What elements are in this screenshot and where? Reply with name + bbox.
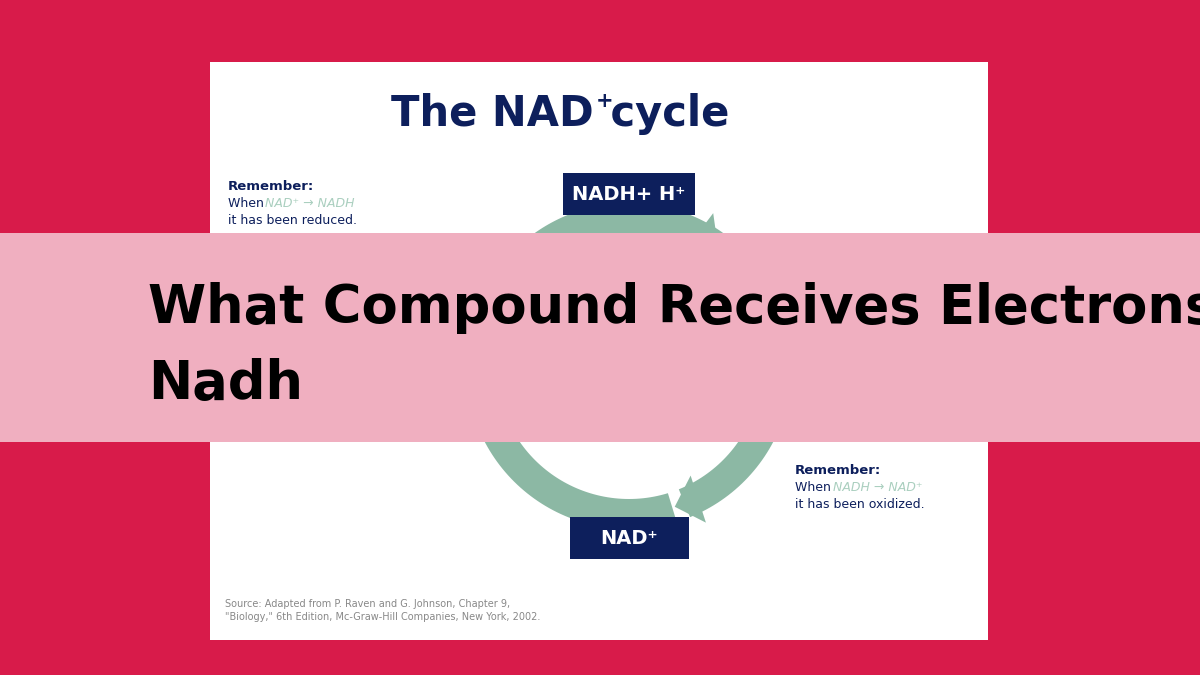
Bar [210,62,988,640]
Text: 2 e⁻ + 2 H⁺: 2 e⁻ + 2 H⁺ [796,361,869,374]
Bar [0,233,1200,442]
Polygon shape [466,324,677,529]
Text: oxidation: oxidation [796,319,859,333]
Text: When: When [796,481,835,494]
Text: The NAD: The NAD [391,93,594,135]
Text: reduction: reduction [403,374,469,388]
Text: 2 H: 2 H [821,323,842,336]
Text: Remember:: Remember: [796,464,881,477]
Text: it has been oxidized.: it has been oxidized. [796,498,925,511]
Text: it has been reduced.: it has been reduced. [228,214,358,227]
Text: What Compound Receives Electrons From: What Compound Receives Electrons From [148,282,1200,334]
Polygon shape [457,320,504,352]
Text: cycle: cycle [596,93,730,135]
Text: 2 H: 2 H [264,376,286,389]
Text: 2 H⁺ + 2 e⁻: 2 H⁺ + 2 e⁻ [239,416,311,429]
Text: NADH → NAD⁺: NADH → NAD⁺ [833,481,923,494]
Text: NADH+ H⁺: NADH+ H⁺ [572,184,685,203]
Text: Nadh: Nadh [148,358,302,410]
Polygon shape [679,232,792,517]
FancyBboxPatch shape [570,517,689,559]
Polygon shape [481,203,722,310]
Text: When: When [228,197,268,210]
Text: +: + [596,91,613,111]
Bar [0,233,1200,442]
Text: NAD⁺: NAD⁺ [600,529,658,547]
FancyBboxPatch shape [563,173,695,215]
Polygon shape [674,476,706,522]
Text: Remember:: Remember: [228,180,314,193]
Text: NAD⁺ → NADH: NAD⁺ → NADH [265,197,354,210]
Text: Source: Adapted from P. Raven and G. Johnson, Chapter 9,
"Biology," 6th Edition,: Source: Adapted from P. Raven and G. Joh… [226,599,540,622]
Polygon shape [684,213,718,252]
